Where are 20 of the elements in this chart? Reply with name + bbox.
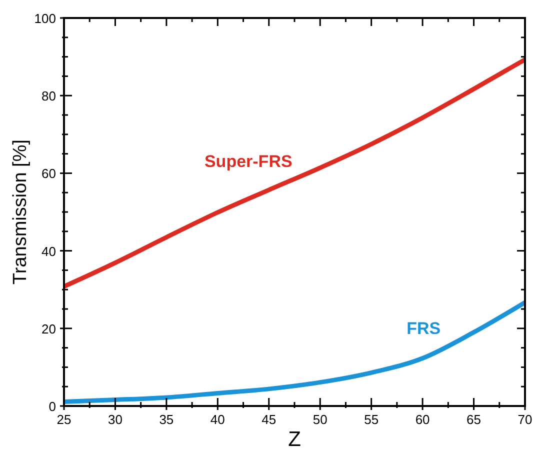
series-label: Super-FRS [204,152,292,171]
y-tick-label: 40 [42,244,56,259]
y-tick-label: 60 [42,166,56,182]
series-label: FRS [406,318,441,338]
y-tick-label: 100 [34,11,56,26]
x-tick-label: 25 [56,412,72,427]
x-tick-label: 40 [210,412,225,427]
x-tick-label: 60 [415,412,430,427]
y-axis-title: Transmission [%] [10,140,31,284]
x-axis-title: Z [288,428,302,451]
y-tick-label: 20 [42,321,56,336]
x-tick-label: 50 [312,412,328,427]
x-tick-label: 70 [518,412,532,427]
x-tick-label: 45 [262,412,276,427]
y-tick-label: 80 [42,88,56,104]
x-tick-label: 30 [108,412,122,427]
x-tick-label: 65 [466,412,482,427]
x-tick-label: 35 [159,412,174,427]
x-tick-label: 55 [364,412,379,427]
y-tick-label: 0 [48,399,56,414]
